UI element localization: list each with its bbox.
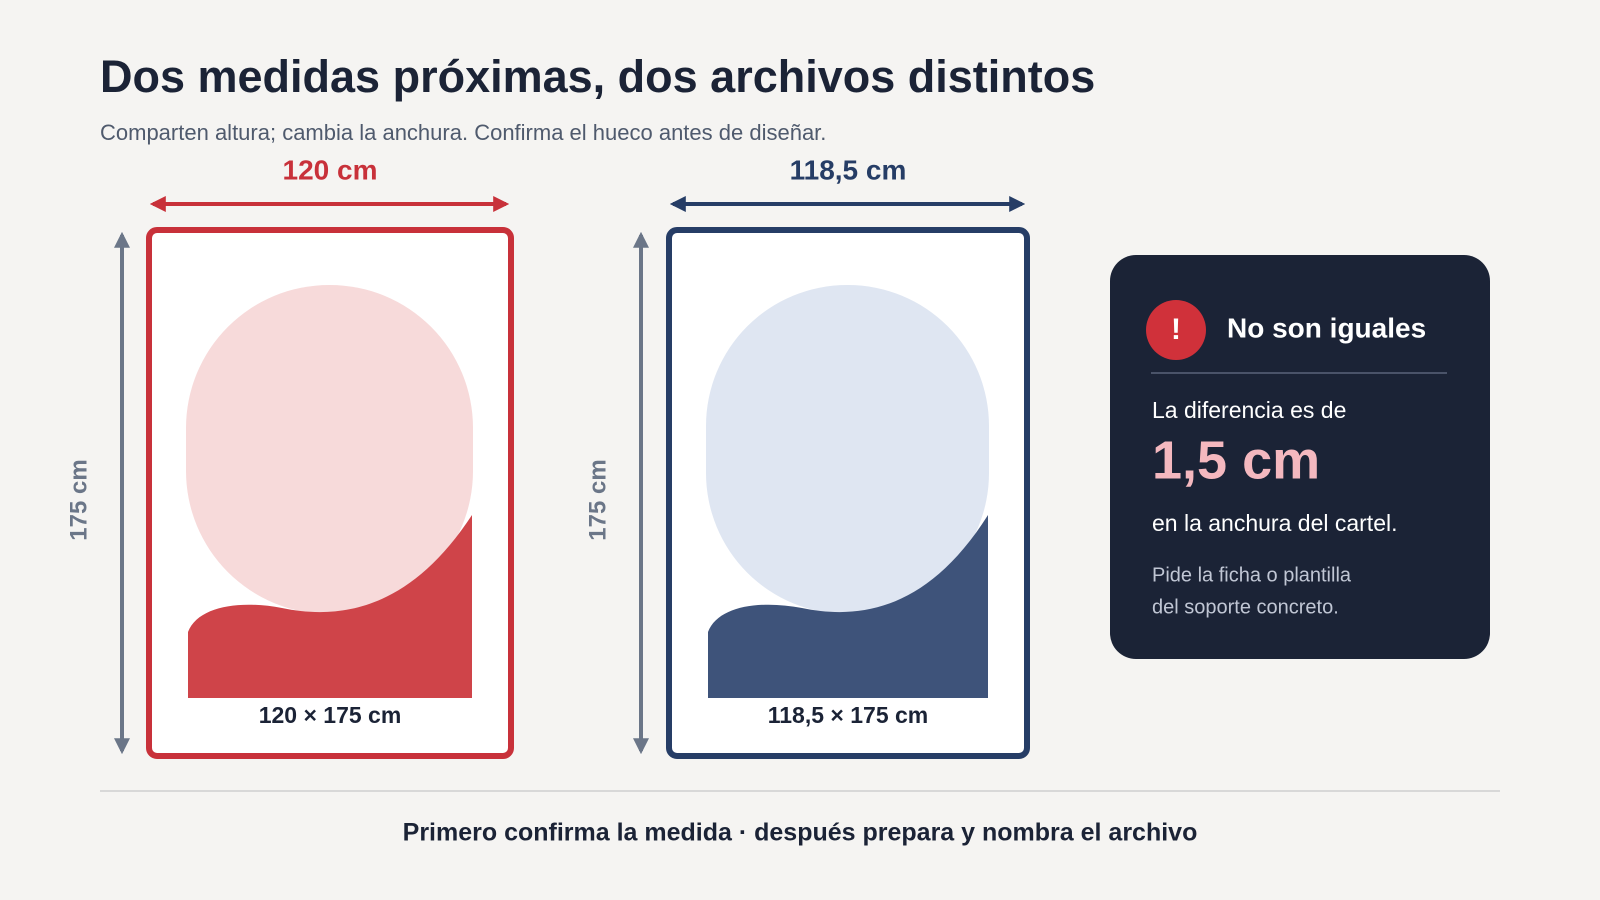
card-bg — [1110, 255, 1490, 659]
alert-icon-mark: ! — [1171, 313, 1181, 346]
caption: 118,5 × 175 cm — [768, 702, 929, 728]
height-label: 175 cm — [584, 459, 611, 540]
card-title: No son iguales — [1227, 312, 1426, 343]
width-label: 118,5 cm — [790, 154, 907, 185]
title: Dos medidas próximas, dos archivos disti… — [100, 51, 1095, 102]
panel: 118,5 cm 175 cm 118,5 × 175 cm — [584, 154, 1030, 759]
alert-icon — [1146, 300, 1206, 360]
poster-wave — [708, 515, 988, 698]
poster-oval — [186, 285, 473, 614]
card-after: en la anchura del cartel. — [1152, 510, 1398, 536]
caption: 120 × 175 cm — [259, 702, 402, 728]
info-card: ! No son iguales La diferencia es de 1,5… — [1110, 255, 1490, 659]
card-note: Pide la ficha o plantilla — [1152, 564, 1352, 586]
height-label: 175 cm — [65, 459, 92, 540]
card-note: del soporte concreto. — [1152, 596, 1339, 618]
panel: 120 cm 175 cm 120 × 175 cm — [65, 154, 514, 759]
width-label: 120 cm — [283, 154, 378, 185]
poster-oval — [706, 285, 989, 614]
difference: 1,5 cm — [1152, 430, 1320, 490]
footer: Primero confirma la medida · después pre… — [403, 819, 1198, 847]
card-intro: La diferencia es de — [1152, 397, 1346, 423]
poster-wave — [188, 515, 472, 698]
subtitle: Comparten altura; cambia la anchura. Con… — [100, 120, 826, 145]
